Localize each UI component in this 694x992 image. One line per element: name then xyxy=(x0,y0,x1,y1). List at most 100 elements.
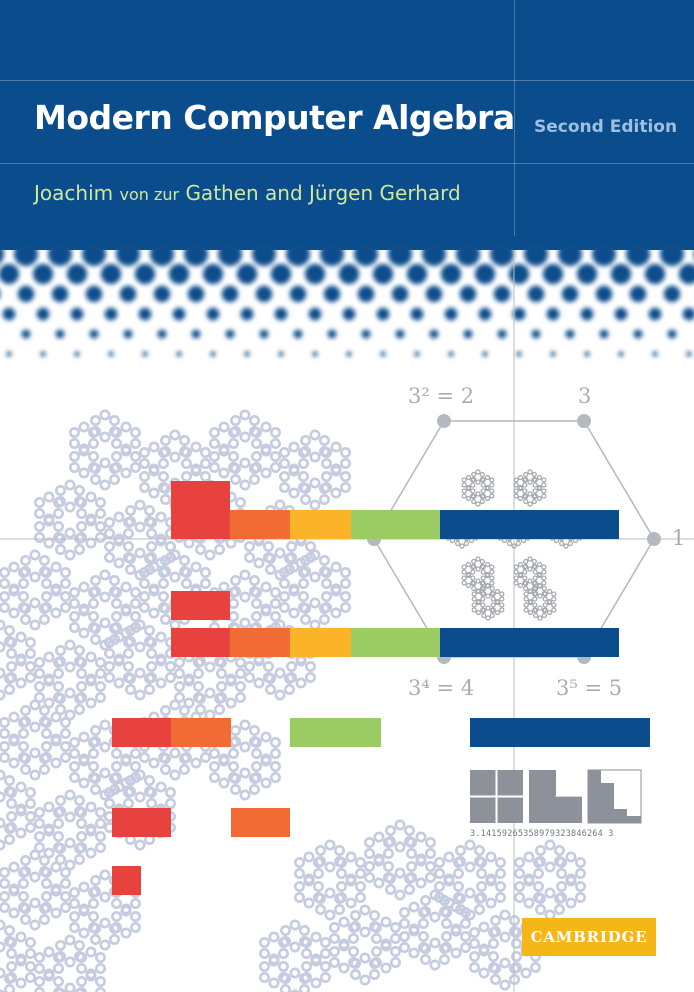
halftone-dot xyxy=(626,242,650,266)
bar-yellow xyxy=(290,510,351,539)
author-names: Joachim von zur Gathen and Jürgen Gerhar… xyxy=(34,181,461,205)
halftone-dot xyxy=(259,329,269,339)
halftone-dot xyxy=(584,351,590,357)
halftone-dot xyxy=(293,329,303,339)
halftone-dot xyxy=(682,307,694,321)
halftone-dot xyxy=(346,351,352,357)
halftone-dot xyxy=(36,307,50,321)
halftone-dot xyxy=(410,307,424,321)
label-1: 1 xyxy=(672,526,685,550)
four-square-icon xyxy=(470,770,523,823)
halftone-dot xyxy=(361,329,371,339)
halftone-dot xyxy=(354,242,378,266)
bar-orange xyxy=(231,808,290,837)
gray-block-icons xyxy=(470,769,642,824)
halftone-dot xyxy=(497,329,507,339)
fractal-lattice xyxy=(0,411,585,992)
halftone-dot xyxy=(168,263,190,285)
bar-red xyxy=(171,628,230,657)
bar-orange xyxy=(171,718,231,747)
halftone-dot xyxy=(108,351,114,357)
halftone-dot xyxy=(221,285,239,303)
halftone-dot xyxy=(308,307,322,321)
halftone-dot xyxy=(304,263,326,285)
bar-red xyxy=(112,808,171,837)
halftone-dot xyxy=(6,351,12,357)
band-vertical-line xyxy=(514,0,515,250)
label-3-fourth: 3⁴ = 4 xyxy=(408,676,474,700)
halftone-dot xyxy=(406,263,428,285)
halftone-dot xyxy=(312,351,318,357)
halftone-dot xyxy=(388,242,412,266)
halftone-dot xyxy=(32,263,54,285)
halftone-dot xyxy=(320,242,344,266)
halftone-dot xyxy=(210,351,216,357)
bar-green xyxy=(290,718,381,747)
halftone-dot xyxy=(153,285,171,303)
halftone-dot xyxy=(82,242,106,266)
bar-yellow xyxy=(290,628,351,657)
halftone-dot xyxy=(123,329,133,339)
bar-blue xyxy=(470,718,650,747)
halftone-dot xyxy=(633,329,643,339)
halftone-dot xyxy=(278,351,284,357)
halftone-dot xyxy=(618,351,624,357)
halftone-dot xyxy=(0,263,20,285)
halftone-dot xyxy=(2,307,16,321)
halftone-dot xyxy=(157,329,167,339)
halftone-dot xyxy=(338,263,360,285)
halftone-dot xyxy=(652,351,658,357)
halftone-dot xyxy=(270,263,292,285)
halftone-dot xyxy=(202,263,224,285)
halftone-dot xyxy=(357,285,375,303)
halftone-dot xyxy=(490,242,514,266)
halftone-dot xyxy=(391,285,409,303)
halftone-dot xyxy=(191,329,201,339)
halftone-dot xyxy=(663,285,681,303)
band-divider-bottom xyxy=(0,163,694,164)
edition-label: Second Edition xyxy=(534,117,678,137)
halftone-dot xyxy=(660,242,684,266)
pi-digits: 3.14159265358979323846264 3 xyxy=(470,829,614,839)
halftone-dot xyxy=(667,329,677,339)
halftone-dot xyxy=(138,307,152,321)
halftone-dot xyxy=(74,351,80,357)
halftone-dot xyxy=(629,285,647,303)
halftone-dot xyxy=(323,285,341,303)
bar-green xyxy=(351,628,440,657)
halftone-dot xyxy=(286,242,310,266)
halftone-dot xyxy=(172,307,186,321)
halftone-dot xyxy=(184,242,208,266)
halftone-dot xyxy=(21,329,31,339)
halftone-dot xyxy=(448,351,454,357)
halftone-dot xyxy=(176,351,182,357)
halftone-dot xyxy=(85,285,103,303)
halftone-dot xyxy=(289,285,307,303)
bar-red-small xyxy=(171,591,230,620)
halftone-dot xyxy=(142,351,148,357)
halftone-dot xyxy=(444,307,458,321)
bar-red-square xyxy=(112,866,141,895)
bar-blue xyxy=(440,510,619,539)
halftone-dot xyxy=(70,307,84,321)
halftone-dot xyxy=(425,285,443,303)
halftone-dot xyxy=(372,263,394,285)
label-3-squared: 3² = 2 xyxy=(408,384,474,408)
color-bars xyxy=(112,481,650,895)
halftone-dot xyxy=(255,285,273,303)
halftone-dot xyxy=(580,307,594,321)
halftone-dot xyxy=(456,242,480,266)
halftone-dot xyxy=(463,329,473,339)
halftone-dot xyxy=(542,263,564,285)
author-first-name: Joachim xyxy=(34,181,114,205)
book-title: Modern Computer Algebra xyxy=(34,98,515,137)
halftone-dot xyxy=(274,307,288,321)
band-divider-top xyxy=(0,80,694,81)
bar-blue xyxy=(440,628,619,657)
halftone-dot xyxy=(187,285,205,303)
halftone-dot xyxy=(558,242,582,266)
publisher-name: CAMBRIDGE xyxy=(530,928,648,946)
label-3-fifth: 3⁵ = 5 xyxy=(556,676,622,700)
halftone-dot-pattern xyxy=(0,236,694,357)
halftone-dot xyxy=(546,307,560,321)
